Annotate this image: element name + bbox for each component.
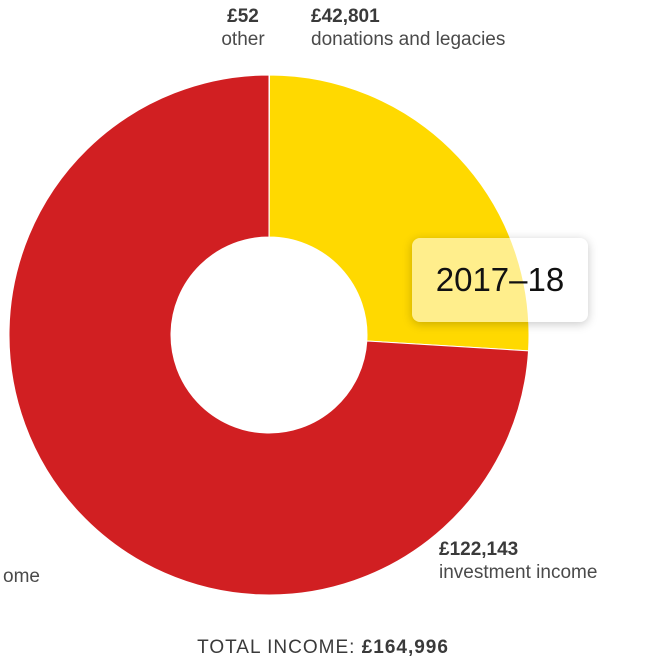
- total-income-value: £164,996: [361, 637, 449, 658]
- slice-label-donations: £42,801 donations and legacies: [311, 6, 505, 52]
- total-income-label: TOTAL INCOME:: [197, 637, 356, 658]
- slice-value-other: £52: [227, 6, 259, 27]
- slice-investment[interactable]: [8, 74, 530, 596]
- slice-value-investment: £122,143: [439, 539, 519, 560]
- slice-value-donations: £42,801: [311, 6, 380, 27]
- slice-label-partial: ome: [3, 566, 40, 587]
- slice-label-investment: £122,143 investment income: [439, 539, 597, 585]
- year-badge[interactable]: 2017–18: [412, 238, 588, 322]
- slice-name-donations: donations and legacies: [311, 28, 506, 50]
- slice-label-other: £52 other: [218, 6, 268, 52]
- slice-name-investment: investment income: [439, 561, 598, 583]
- slice-name-other: other: [221, 28, 265, 50]
- total-income: TOTAL INCOME: £164,996: [0, 637, 646, 659]
